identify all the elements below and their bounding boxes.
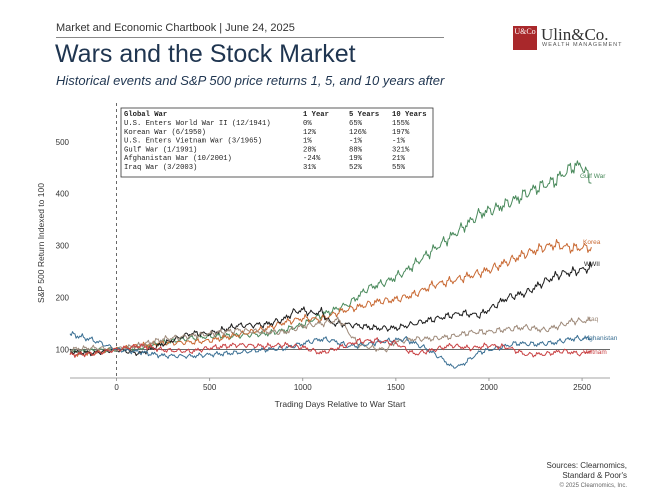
events-table-cell: 1% bbox=[303, 138, 312, 146]
events-table-cell: Iraq War (3/2003) bbox=[124, 164, 197, 172]
series-label-wwii: WWII bbox=[584, 261, 600, 268]
events-table-cell: 21% bbox=[392, 155, 406, 163]
chart-grid bbox=[70, 103, 610, 378]
events-table-header: 10 Years bbox=[392, 111, 427, 119]
x-axis-title: Trading Days Relative to War Start bbox=[275, 399, 406, 409]
y-tick-label: 500 bbox=[56, 138, 70, 147]
series-label-vietnam: Vietnam bbox=[583, 349, 607, 356]
events-table-cell: 55% bbox=[392, 164, 406, 172]
series-label-gulf-war: Gulf War bbox=[580, 173, 606, 180]
y-tick-label: 300 bbox=[56, 242, 70, 251]
brand-name: Ulin&Co. bbox=[541, 25, 609, 44]
events-table-cell: -1% bbox=[349, 138, 363, 146]
events-table-cell: 126% bbox=[349, 129, 367, 137]
events-table-cell: 197% bbox=[392, 129, 410, 137]
events-table-cell: U.S. Enters Vietnam War (3/1965) bbox=[124, 138, 262, 146]
y-axis-title: S&P 500 Return Indexed to 100 bbox=[36, 183, 46, 303]
events-table-header: Global War bbox=[124, 111, 167, 119]
brand-tagline: WEALTH MANAGEMENT bbox=[542, 42, 623, 48]
events-table-cell: 28% bbox=[303, 146, 317, 154]
events-table-cell: U.S. Enters World War II (12/1941) bbox=[124, 120, 271, 128]
y-tick-label: 400 bbox=[56, 190, 70, 199]
events-table-cell: 52% bbox=[349, 164, 363, 172]
events-table-cell: -1% bbox=[392, 138, 406, 146]
y-tick-label: 200 bbox=[56, 294, 70, 303]
series-label-iraq: Iraq bbox=[587, 316, 599, 323]
chartbook-date-line: Market and Economic Chartbook | June 24,… bbox=[56, 22, 295, 34]
events-table-cell: 19% bbox=[349, 155, 363, 163]
events-table-cell: 0% bbox=[303, 120, 312, 128]
series-label-afghanistan: Afghanistan bbox=[583, 335, 618, 342]
page-title: Wars and the Stock Market bbox=[55, 40, 356, 68]
events-table-cell: -24% bbox=[303, 155, 321, 163]
header-rule bbox=[56, 37, 444, 38]
x-tick-label: 1000 bbox=[294, 383, 312, 392]
events-table-cell: 65% bbox=[349, 120, 363, 128]
series-line-afghanistan bbox=[69, 331, 592, 369]
events-table-cell: Korean War (6/1950) bbox=[124, 129, 206, 137]
events-table-cell: Afghanistan War (10/2001) bbox=[124, 155, 232, 163]
events-table-cell: Gulf War (1/1991) bbox=[124, 146, 197, 154]
events-table-cell: 321% bbox=[392, 146, 410, 154]
events-table: Global War 1 Year 5 Years 10 Years U.S. Ente… bbox=[120, 107, 434, 178]
brand-logo-mark-text: U&Co bbox=[514, 27, 536, 36]
chart-series bbox=[69, 160, 592, 369]
series-line-vietnam bbox=[69, 337, 592, 358]
x-tick-label: 0 bbox=[114, 383, 119, 392]
series-label-korea: Korea bbox=[583, 239, 601, 246]
sources-line-2: Standard & Poor's bbox=[562, 471, 627, 480]
x-tick-label: 2500 bbox=[573, 383, 591, 392]
x-tick-label: 2000 bbox=[480, 383, 498, 392]
brand-logo-mark: U&Co bbox=[513, 26, 537, 50]
events-table-frame bbox=[120, 107, 434, 178]
events-table-cell: 88% bbox=[349, 146, 363, 154]
events-table-header: 5 Years bbox=[349, 111, 379, 119]
copyright: © 2025 Clearnomics, Inc. bbox=[559, 483, 627, 489]
sources-line-1: Sources: Clearnomics, bbox=[546, 461, 627, 470]
events-table-cell: 31% bbox=[303, 164, 317, 172]
x-tick-label: 1500 bbox=[387, 383, 405, 392]
events-table-cell: 155% bbox=[392, 120, 410, 128]
events-table-cell: 12% bbox=[303, 129, 317, 137]
page-subtitle: Historical events and S&P 500 price retu… bbox=[56, 73, 445, 88]
x-tick-label: 500 bbox=[203, 383, 217, 392]
y-tick-label: 100 bbox=[56, 345, 70, 354]
chart-axes: 0 500 1000 1500 2000 2500 Trading Days Relativ… bbox=[36, 138, 610, 409]
chart-series-labels: Gulf War Korea WWII Iraq Afghanistan Vietnam bbox=[580, 173, 618, 356]
series-line-wwii bbox=[69, 261, 592, 357]
events-table-header: 1 Year bbox=[303, 111, 329, 119]
sources-note: Sources: Clearnomics, Standard & Poor's … bbox=[547, 461, 627, 491]
series-line-korea bbox=[69, 239, 592, 357]
series-line-iraq bbox=[69, 316, 592, 353]
